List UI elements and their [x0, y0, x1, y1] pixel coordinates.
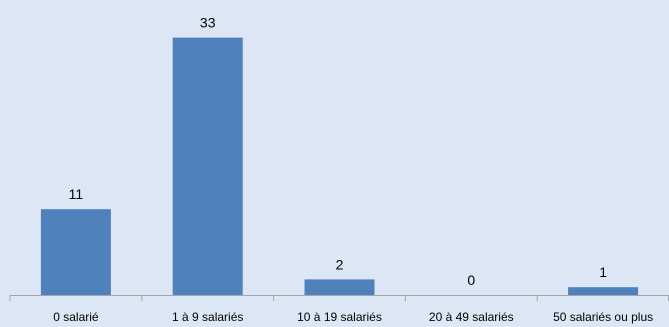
x-tick-label-1: 1 à 9 salariés: [172, 310, 243, 324]
x-axis: [9, 295, 669, 301]
data-label-2: 2: [336, 256, 344, 272]
data-label-3: 0: [467, 272, 475, 288]
x-tick-label-3: 20 à 49 salariés: [429, 310, 514, 324]
x-tick-label-0: 0 salarié: [53, 310, 99, 324]
data-label-0: 11: [69, 186, 84, 202]
bar-2: [304, 279, 375, 295]
bars-group: [40, 37, 639, 295]
bar-1: [172, 37, 243, 295]
data-labels-group: 11 33 2 0 1: [69, 15, 608, 288]
bar-4: [568, 287, 639, 295]
x-tick-label-2: 10 à 19 salariés: [297, 310, 382, 324]
bar-0: [40, 209, 111, 295]
data-label-1: 33: [200, 15, 216, 31]
x-tick-labels-group: 0 salarié 1 à 9 salariés 10 à 19 salariés 2…: [53, 310, 653, 324]
data-label-4: 1: [599, 264, 607, 280]
x-tick-label-4: 50 salariés ou plus: [553, 310, 653, 324]
